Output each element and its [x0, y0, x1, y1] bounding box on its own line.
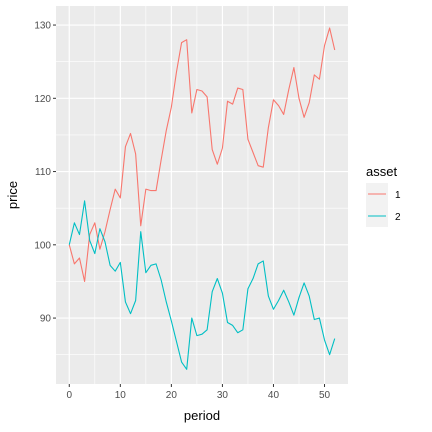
- x-tick-label: 40: [268, 390, 280, 401]
- x-axis-title: period: [184, 408, 220, 423]
- y-tick-label: 90: [40, 314, 52, 325]
- x-tick-label: 20: [166, 390, 178, 401]
- x-tick-label: 10: [115, 390, 127, 401]
- x-axis: 0 10 20 30 40 50: [66, 384, 331, 401]
- y-tick-label: 110: [35, 167, 51, 178]
- minor-gridlines: [56, 6, 348, 384]
- x-tick-label: 30: [217, 390, 229, 401]
- series-line-1: [68, 27, 336, 282]
- y-axis: 90 100 110 120 130: [34, 21, 56, 325]
- legend: asset 1 2: [366, 164, 401, 227]
- y-axis-title: price: [5, 181, 20, 209]
- legend-title: asset: [366, 164, 397, 179]
- x-tick-label: 0: [66, 390, 72, 401]
- y-tick-label: 120: [34, 94, 51, 105]
- legend-label-2: 2: [395, 212, 401, 223]
- series-line-2: [68, 200, 336, 370]
- y-tick-label: 130: [34, 21, 51, 32]
- plot-background: [56, 6, 348, 384]
- legend-label-1: 1: [395, 190, 401, 201]
- series-lines: [68, 27, 336, 370]
- y-tick-label: 100: [34, 240, 51, 251]
- x-tick-label: 50: [319, 390, 331, 401]
